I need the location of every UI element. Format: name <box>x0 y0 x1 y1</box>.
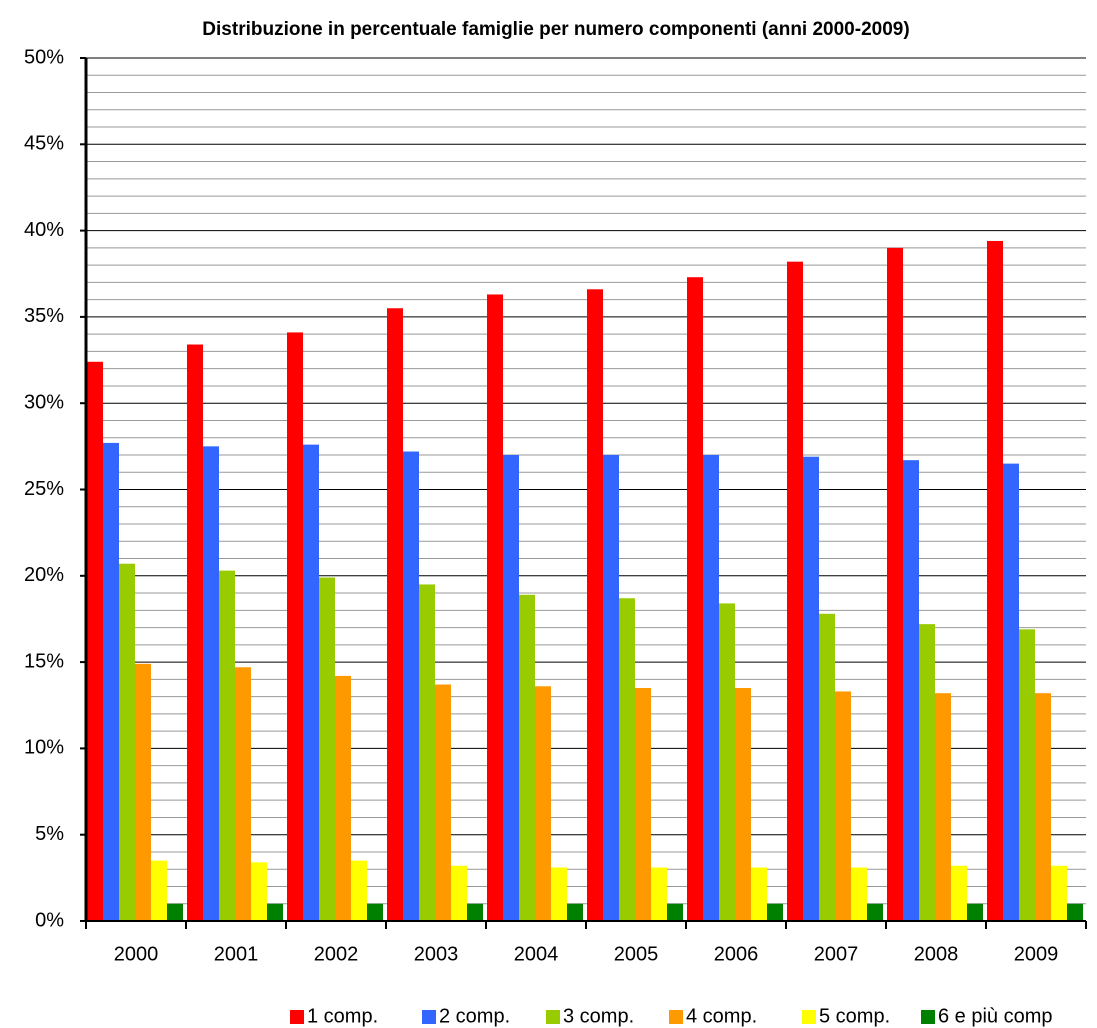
bar <box>767 903 783 921</box>
bar <box>519 594 535 921</box>
bar <box>419 584 435 921</box>
bar <box>387 308 403 921</box>
bar <box>551 867 567 921</box>
bar <box>451 865 467 921</box>
bar <box>203 446 219 921</box>
bar <box>619 598 635 921</box>
legend-label: 1 comp. <box>307 1005 378 1027</box>
y-tick-label: 35% <box>24 305 64 327</box>
bar <box>867 903 883 921</box>
x-tick-label: 2000 <box>114 943 159 965</box>
bar <box>135 663 151 921</box>
bar <box>1019 629 1035 921</box>
bar <box>1003 463 1019 921</box>
bar <box>887 247 903 922</box>
bar <box>103 442 119 921</box>
y-tick-label: 40% <box>24 219 64 241</box>
bar <box>803 456 819 921</box>
bar <box>87 361 103 921</box>
x-tick-label: 2004 <box>514 943 559 965</box>
x-tick-label: 2002 <box>314 943 359 965</box>
bar <box>903 460 919 921</box>
bar <box>703 454 719 921</box>
legend-label: 3 comp. <box>563 1005 634 1027</box>
legend-swatch <box>802 1010 816 1024</box>
y-tick-label: 5% <box>35 823 64 845</box>
bar <box>467 903 483 921</box>
y-tick-label: 50% <box>24 46 64 68</box>
bar <box>851 867 867 921</box>
x-tick-label: 2006 <box>714 943 759 965</box>
legend-swatch <box>422 1010 436 1024</box>
bar <box>919 624 935 921</box>
x-tick-label: 2005 <box>614 943 659 965</box>
bar <box>967 903 983 921</box>
bar <box>487 294 503 921</box>
bar <box>267 903 283 921</box>
x-tick-label: 2007 <box>814 943 859 965</box>
y-tick-label: 10% <box>24 737 64 759</box>
y-tick-label: 15% <box>24 650 64 672</box>
bar <box>635 687 651 921</box>
x-tick-label: 2009 <box>1014 943 1059 965</box>
bar <box>403 451 419 921</box>
x-tick-label: 2001 <box>214 943 259 965</box>
bar <box>351 860 367 921</box>
bar <box>719 603 735 921</box>
legend-swatch <box>290 1010 304 1024</box>
bar <box>751 867 767 921</box>
y-tick-label: 45% <box>24 133 64 155</box>
bar <box>787 261 803 922</box>
bar <box>319 577 335 921</box>
legend-swatch <box>546 1010 560 1024</box>
legend-label: 4 comp. <box>686 1005 757 1027</box>
legend-label: 5 comp. <box>819 1005 890 1027</box>
bar <box>303 444 319 921</box>
bar <box>987 240 1003 921</box>
bar <box>587 289 603 921</box>
bar <box>187 344 203 921</box>
legend-label: 2 comp. <box>439 1005 510 1027</box>
bar <box>603 454 619 921</box>
legend-label: 6 e più comp <box>938 1005 1053 1027</box>
bar <box>235 667 251 921</box>
bar <box>251 862 267 921</box>
bar <box>1035 693 1051 921</box>
x-tick-label: 2008 <box>914 943 959 965</box>
bar <box>535 686 551 921</box>
y-tick-label: 20% <box>24 564 64 586</box>
bar <box>335 675 351 921</box>
bar <box>1051 865 1067 921</box>
bar <box>219 570 235 921</box>
bar <box>435 684 451 921</box>
bar <box>151 860 167 921</box>
bar <box>667 903 683 921</box>
legend-swatch <box>669 1010 683 1024</box>
bar <box>119 563 135 921</box>
bar <box>503 454 519 921</box>
x-tick-label: 2003 <box>414 943 459 965</box>
bar <box>167 903 183 921</box>
bar <box>287 332 303 922</box>
bar <box>735 687 751 921</box>
bar <box>687 277 703 921</box>
y-tick-label: 0% <box>35 909 64 931</box>
bar <box>367 903 383 921</box>
chart-title: Distribuzione in percentuale famiglie pe… <box>202 19 909 40</box>
bar <box>935 693 951 921</box>
bar <box>567 903 583 921</box>
bar <box>819 613 835 921</box>
y-tick-label: 30% <box>24 391 64 413</box>
bar <box>835 691 851 921</box>
legend-swatch <box>921 1010 935 1024</box>
bar <box>951 865 967 921</box>
y-tick-label: 25% <box>24 478 64 500</box>
bar <box>1067 903 1083 921</box>
bar <box>651 867 667 921</box>
